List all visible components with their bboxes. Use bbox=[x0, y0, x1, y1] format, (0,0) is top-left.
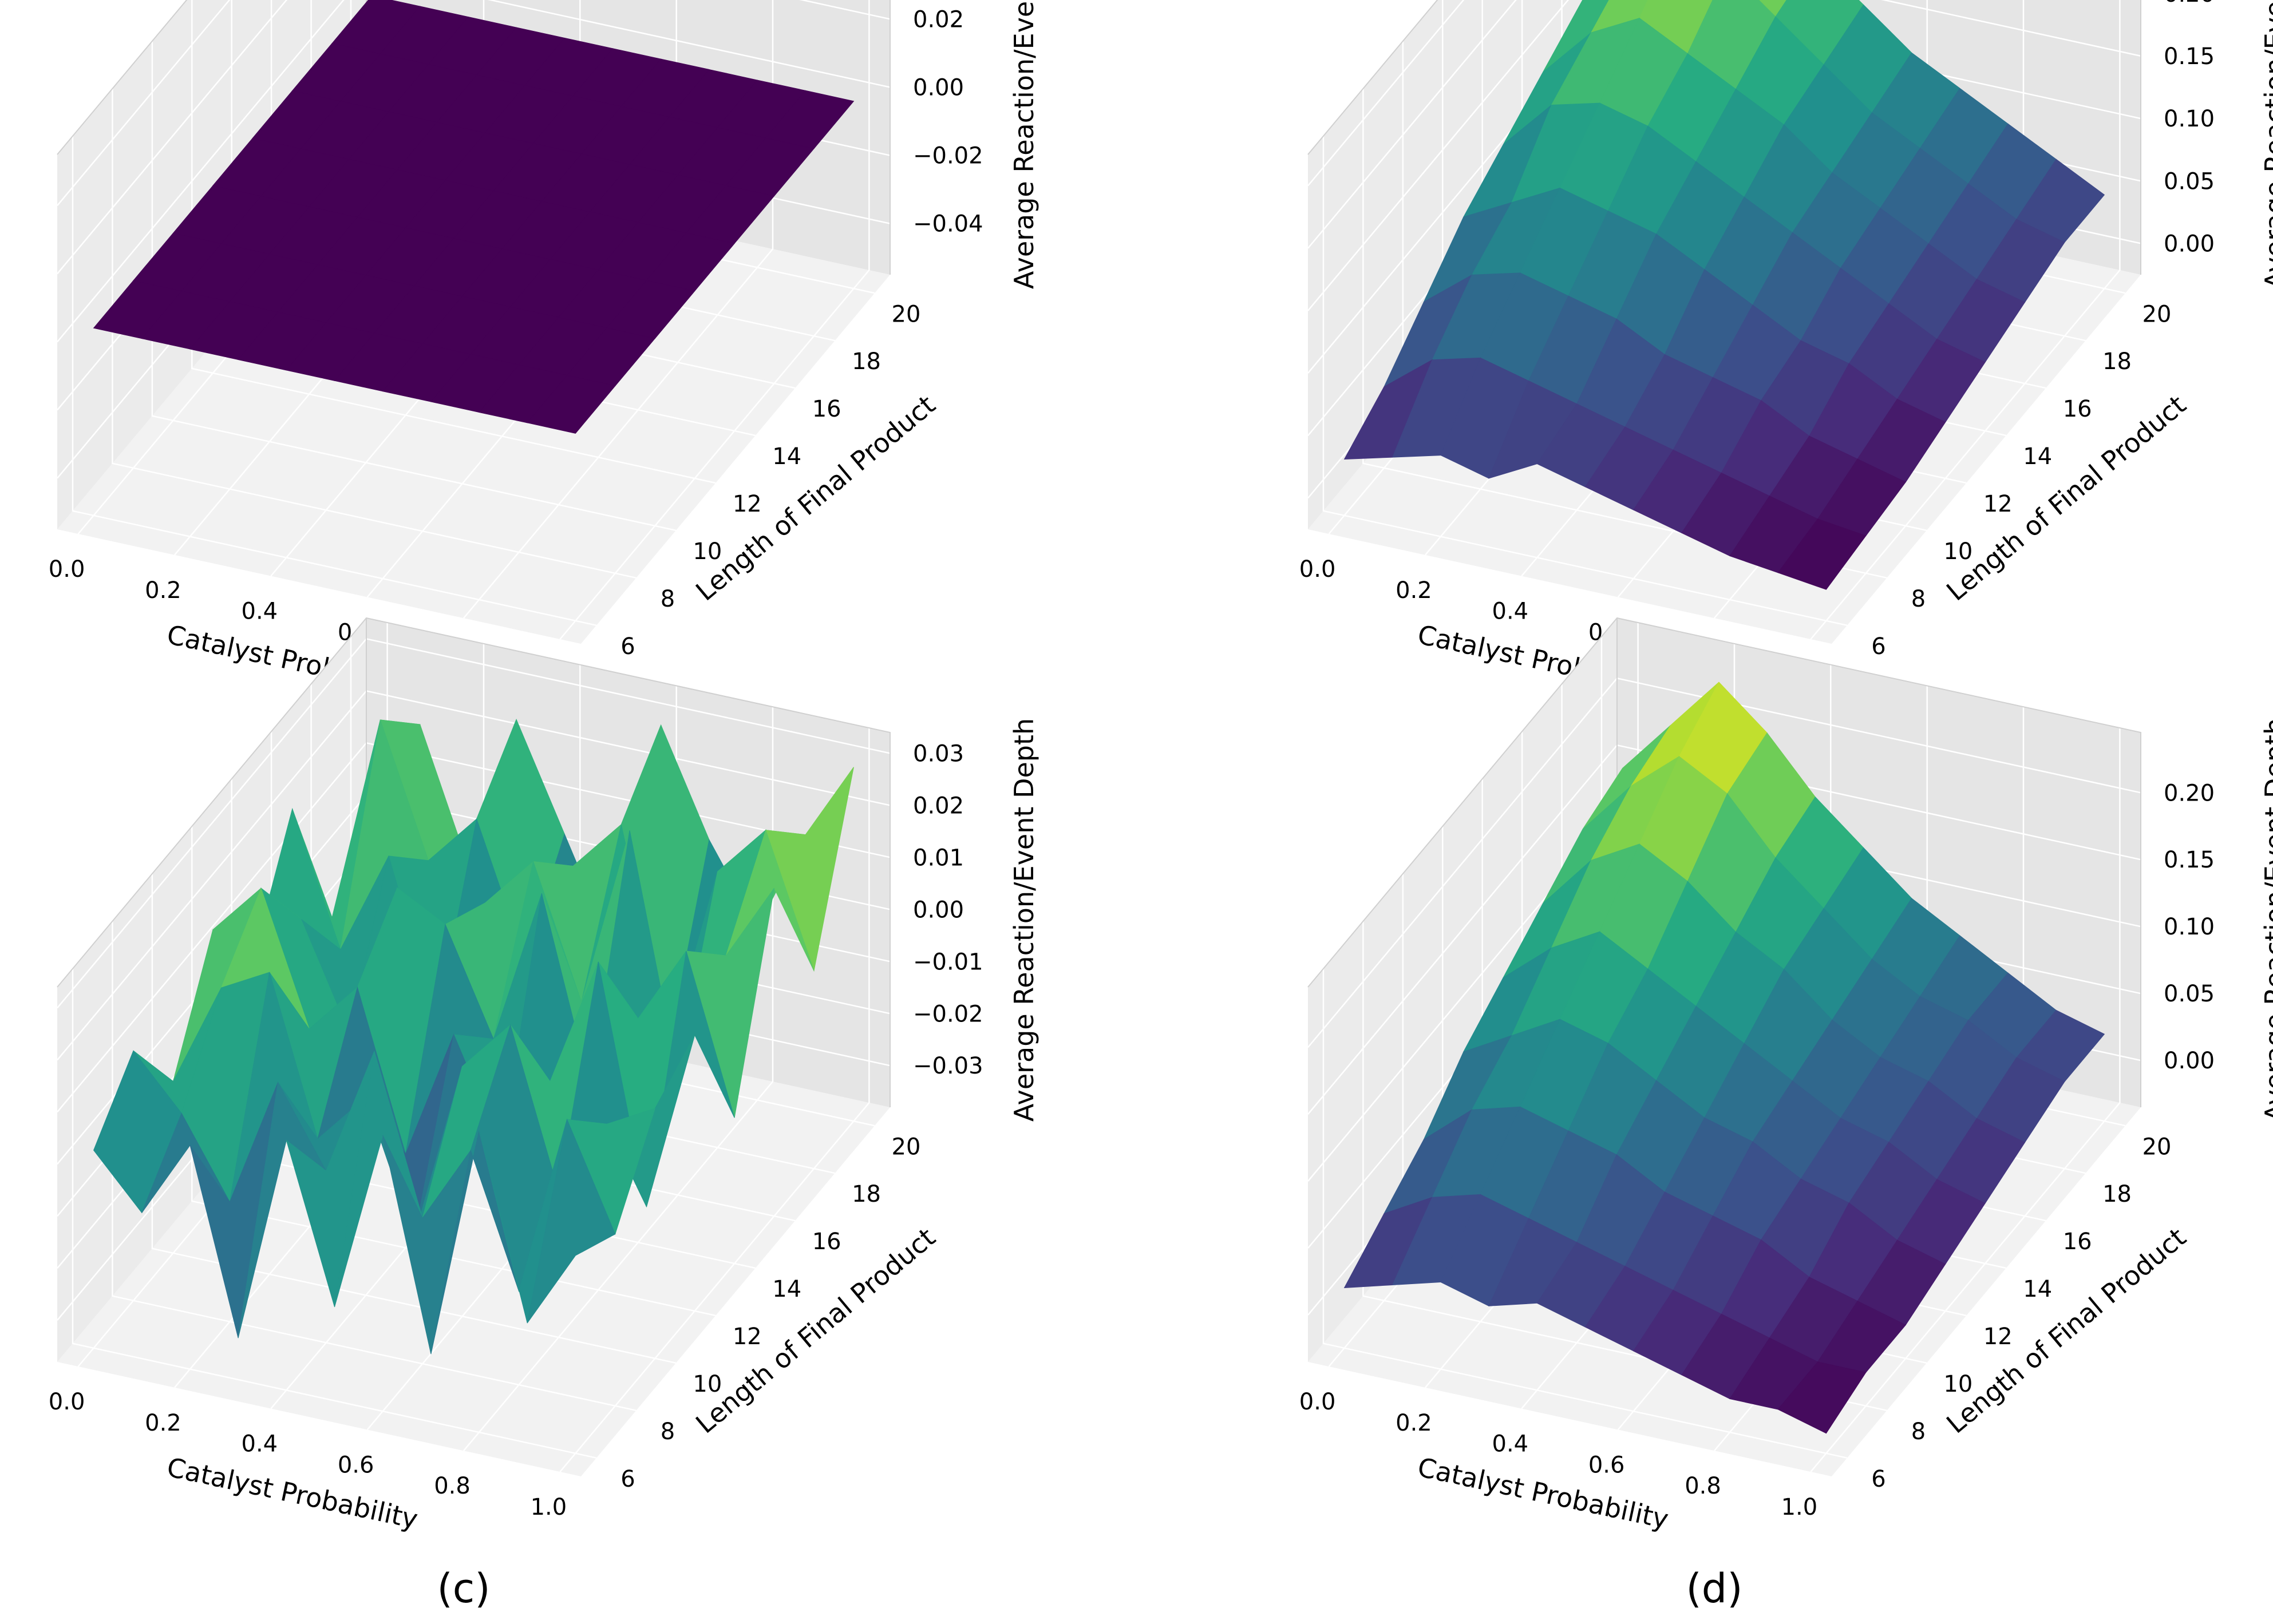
z-tick-label: 0.20 bbox=[2164, 780, 2215, 806]
x-tick-label: 0.0 bbox=[1299, 1389, 1336, 1415]
z-tick-label: 0.10 bbox=[2164, 914, 2215, 940]
y-tick-label: 6 bbox=[1871, 1466, 1885, 1492]
x-tick-label: 0.4 bbox=[1492, 599, 1529, 625]
panel-d: 0.00.20.40.60.81.0681012141618200.000.05… bbox=[1299, 617, 2273, 1612]
x-tick-label: 0.4 bbox=[242, 599, 278, 625]
y-tick-label: 14 bbox=[772, 1276, 801, 1302]
z-tick-label: 0.10 bbox=[2164, 106, 2215, 132]
surface-facet bbox=[1777, 1361, 1867, 1434]
y-tick-label: 20 bbox=[2142, 1134, 2172, 1160]
x-tick-label: 0.4 bbox=[1492, 1431, 1529, 1457]
x-tick-label: 0.0 bbox=[49, 556, 85, 583]
y-tick-label: 18 bbox=[852, 348, 881, 375]
z-tick-label: 0.03 bbox=[913, 740, 964, 767]
y-tick-label: 6 bbox=[620, 633, 635, 660]
y-tick-label: 20 bbox=[2142, 301, 2172, 327]
y-tick-label: 18 bbox=[2102, 1181, 2132, 1207]
z-tick-label: −0.02 bbox=[913, 1001, 983, 1027]
z-tick-label: 0.15 bbox=[2164, 847, 2215, 873]
panel-caption: (c) bbox=[437, 1565, 490, 1612]
z-tick-label: −0.03 bbox=[913, 1053, 983, 1079]
x-tick-label: 0.2 bbox=[1396, 577, 1432, 604]
y-tick-label: 14 bbox=[2023, 443, 2052, 470]
y-tick-label: 12 bbox=[733, 491, 762, 517]
surface bbox=[1343, 0, 2105, 590]
z-tick-label: −0.02 bbox=[913, 143, 983, 169]
z-tick-label: 0.02 bbox=[913, 6, 964, 33]
x-tick-label: 0.2 bbox=[145, 1410, 181, 1436]
z-axis-label: Average Reaction/Event Depth bbox=[1009, 0, 1039, 289]
y-tick-label: 20 bbox=[892, 1134, 921, 1160]
y-tick-label: 12 bbox=[733, 1324, 762, 1350]
x-tick-label: 1.0 bbox=[1781, 1494, 1818, 1520]
z-tick-label: 0.00 bbox=[2164, 1048, 2215, 1074]
z-tick-label: 0.20 bbox=[2164, 0, 2215, 7]
z-axis-label: Average Reaction/Event Depth bbox=[2259, 718, 2273, 1122]
x-tick-label: 0.4 bbox=[242, 1431, 278, 1457]
y-tick-label: 16 bbox=[2063, 1229, 2092, 1255]
z-axis-label: Average Reaction/Event Depth bbox=[1009, 718, 1039, 1122]
surface-facet bbox=[527, 375, 616, 434]
y-tick-label: 6 bbox=[620, 1466, 635, 1492]
z-tick-label: 0.15 bbox=[2164, 43, 2215, 70]
z-tick-label: 0.00 bbox=[913, 75, 964, 101]
z-tick-label: 0.01 bbox=[913, 845, 964, 871]
z-axis-label: Average Reaction/Event Depth bbox=[2259, 0, 2273, 289]
y-tick-label: 8 bbox=[1911, 1419, 1926, 1445]
y-tick-label: 12 bbox=[1983, 491, 2013, 517]
y-tick-label: 16 bbox=[2063, 396, 2092, 422]
z-tick-label: 0.02 bbox=[913, 793, 964, 819]
y-tick-label: 12 bbox=[1983, 1324, 2013, 1350]
y-tick-label: 10 bbox=[1943, 538, 1972, 565]
z-tick-label: −0.04 bbox=[913, 211, 983, 237]
y-tick-label: 16 bbox=[812, 1229, 841, 1255]
y-tick-label: 8 bbox=[661, 1419, 675, 1445]
z-tick-label: 0.00 bbox=[913, 897, 964, 923]
z-tick-label: 0.00 bbox=[2164, 231, 2215, 257]
y-tick-label: 14 bbox=[772, 443, 801, 470]
y-tick-label: 18 bbox=[852, 1181, 881, 1207]
z-tick-label: −0.01 bbox=[913, 949, 983, 975]
x-tick-label: 0.2 bbox=[1396, 1410, 1432, 1436]
z-tick-label: 0.05 bbox=[2164, 168, 2215, 195]
y-tick-label: 16 bbox=[812, 396, 841, 422]
left-pane bbox=[1308, 618, 1617, 1362]
x-tick-label: 0.8 bbox=[1685, 1473, 1721, 1499]
x-tick-label: 1.0 bbox=[531, 1494, 567, 1520]
x-tick-label: 0.2 bbox=[145, 577, 181, 604]
surface bbox=[93, 718, 854, 1354]
y-tick-label: 10 bbox=[693, 1371, 722, 1397]
x-tick-label: 0.6 bbox=[338, 1452, 374, 1478]
x-tick-label: 0.8 bbox=[434, 1473, 471, 1499]
x-tick-label: 0.0 bbox=[49, 1389, 85, 1415]
surface-facet bbox=[1777, 518, 1867, 590]
x-tick-label: 0.0 bbox=[1299, 556, 1336, 583]
surface bbox=[93, 0, 855, 434]
y-tick-label: 8 bbox=[1911, 586, 1926, 612]
panel-caption: (d) bbox=[1686, 1565, 1742, 1612]
y-tick-label: 14 bbox=[2023, 1276, 2052, 1302]
y-tick-label: 6 bbox=[1871, 633, 1885, 660]
z-tick-label: 0.05 bbox=[2164, 981, 2215, 1007]
y-tick-label: 8 bbox=[661, 586, 675, 612]
surface bbox=[1343, 682, 2105, 1434]
y-tick-label: 20 bbox=[892, 301, 921, 327]
x-tick-label: 0.6 bbox=[1588, 1452, 1625, 1478]
surface-facet bbox=[527, 1118, 616, 1324]
y-tick-label: 10 bbox=[1943, 1371, 1972, 1397]
y-tick-label: 10 bbox=[693, 538, 722, 565]
y-tick-label: 18 bbox=[2102, 348, 2132, 375]
